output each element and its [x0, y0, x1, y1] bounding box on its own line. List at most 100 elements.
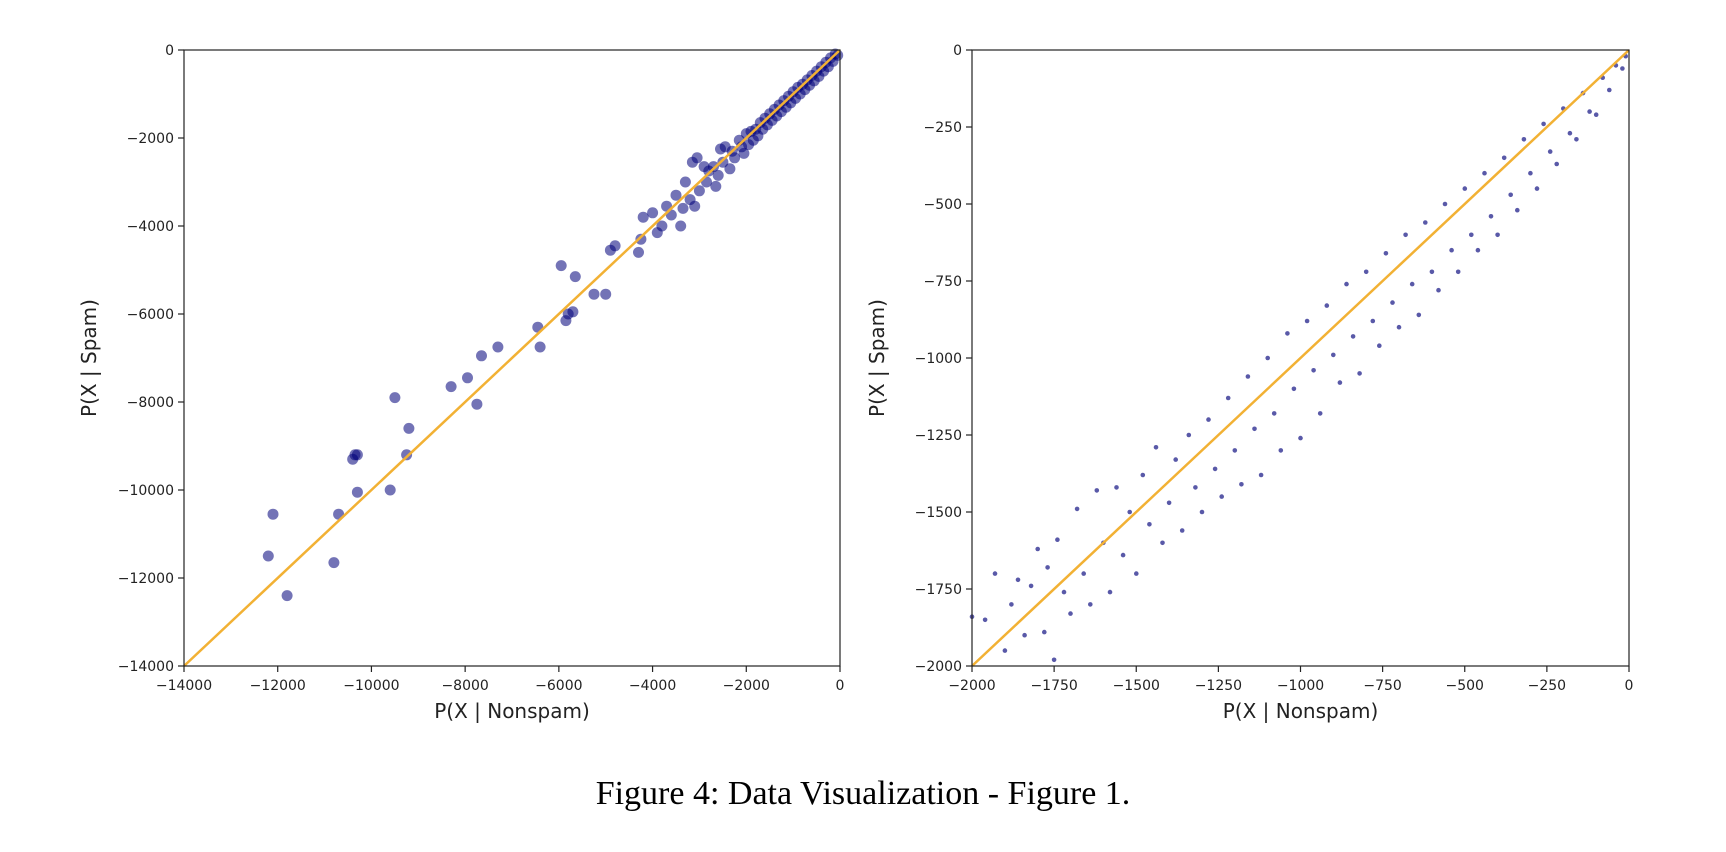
- data-point: [1475, 247, 1481, 253]
- data-point: [670, 189, 682, 201]
- y-tick-label: −12000: [118, 571, 174, 587]
- data-point: [1495, 232, 1500, 238]
- x-tick-label: 0: [836, 678, 845, 694]
- data-point: [1179, 528, 1185, 533]
- data-point: [1068, 611, 1073, 616]
- data-point: [724, 163, 736, 175]
- data-point: [635, 233, 647, 245]
- data-point: [567, 306, 579, 318]
- data-point: [1449, 247, 1454, 253]
- y-tick-label: −6000: [127, 307, 174, 323]
- data-point: [647, 207, 659, 219]
- data-point: [1547, 149, 1553, 154]
- x-tick-label: −1000: [1277, 678, 1324, 694]
- x-tick-label: −10000: [343, 678, 399, 694]
- data-point: [982, 617, 988, 623]
- data-point: [1002, 648, 1008, 653]
- data-point: [1396, 324, 1402, 330]
- data-point: [679, 176, 691, 188]
- data-point: [1377, 343, 1382, 349]
- y-tick-label: −2000: [915, 659, 962, 675]
- reference-line: [971, 49, 1630, 667]
- data-point: [351, 486, 363, 498]
- data-point: [351, 449, 363, 461]
- figure-caption: Figure 4: Data Visualization - Figure 1.: [595, 775, 1131, 812]
- data-point: [555, 260, 567, 272]
- data-point: [1383, 251, 1389, 256]
- data-point: [1153, 445, 1159, 450]
- data-point: [1074, 506, 1080, 512]
- data-point: [1051, 657, 1057, 663]
- data-point: [1166, 500, 1172, 506]
- data-point: [1403, 232, 1408, 238]
- data-point: [1304, 318, 1310, 324]
- data-point: [1593, 112, 1599, 117]
- data-point: [476, 350, 487, 362]
- data-point: [1587, 109, 1592, 114]
- data-point: [1225, 395, 1231, 401]
- data-point: [729, 152, 741, 164]
- data-point: [738, 147, 750, 159]
- data-point: [1042, 629, 1047, 635]
- data-point: [1436, 287, 1441, 293]
- data-point: [1239, 482, 1244, 487]
- data-point: [1245, 374, 1251, 379]
- data-point: [1416, 312, 1422, 318]
- data-point: [693, 185, 705, 197]
- data-point: [600, 288, 612, 300]
- x-tick-label: 0: [1625, 678, 1634, 694]
- data-points: [262, 48, 844, 602]
- data-point: [1607, 87, 1612, 93]
- data-point: [1114, 485, 1119, 490]
- y-tick-label: 0: [953, 43, 962, 59]
- y-tick-label: −10000: [118, 483, 174, 499]
- data-point: [1363, 269, 1369, 275]
- plot-frame: [183, 49, 841, 667]
- data-point: [637, 211, 649, 223]
- data-point: [1045, 565, 1050, 570]
- data-point: [1298, 435, 1303, 441]
- data-point: [710, 180, 722, 192]
- data-point: [717, 156, 729, 168]
- data-point: [1554, 161, 1559, 167]
- data-point: [1350, 334, 1356, 339]
- data-point: [1173, 457, 1178, 462]
- data-point: [445, 381, 457, 393]
- data-point: [1574, 137, 1579, 142]
- data-point: [1534, 186, 1540, 191]
- data-point: [1265, 355, 1270, 361]
- data-point: [1442, 201, 1448, 207]
- x-tick-label: −4000: [629, 678, 676, 694]
- data-point: [1028, 583, 1034, 589]
- data-point: [1462, 186, 1468, 191]
- data-point: [262, 550, 274, 562]
- data-point: [1528, 170, 1533, 176]
- data-point: [1357, 371, 1362, 376]
- data-point: [1258, 472, 1264, 478]
- data-point: [1429, 269, 1435, 275]
- data-point: [1232, 448, 1238, 453]
- data-point: [1455, 269, 1461, 275]
- x-tick-label: −12000: [250, 678, 306, 694]
- data-point: [1390, 300, 1395, 305]
- data-point: [1055, 537, 1060, 542]
- data-point: [403, 422, 415, 434]
- y-tick-label: −500: [924, 197, 962, 213]
- data-point: [1061, 589, 1067, 595]
- y-tick-label: −1750: [915, 582, 962, 598]
- data-point: [1501, 155, 1507, 161]
- x-tick-label: −1250: [1195, 678, 1242, 694]
- x-tick-label: −2000: [948, 678, 995, 694]
- data-point: [1081, 571, 1086, 576]
- data-point: [1482, 170, 1487, 176]
- data-point: [1469, 232, 1474, 238]
- data-point: [1285, 331, 1290, 336]
- data-point: [1508, 192, 1513, 198]
- data-point: [1140, 472, 1146, 478]
- data-point: [1199, 509, 1205, 515]
- x-tick-label: −2000: [723, 678, 770, 694]
- data-point: [1291, 386, 1297, 392]
- data-point: [712, 169, 724, 181]
- x-axis-label: P(X | Nonspam): [434, 699, 590, 723]
- data-point: [1521, 137, 1527, 142]
